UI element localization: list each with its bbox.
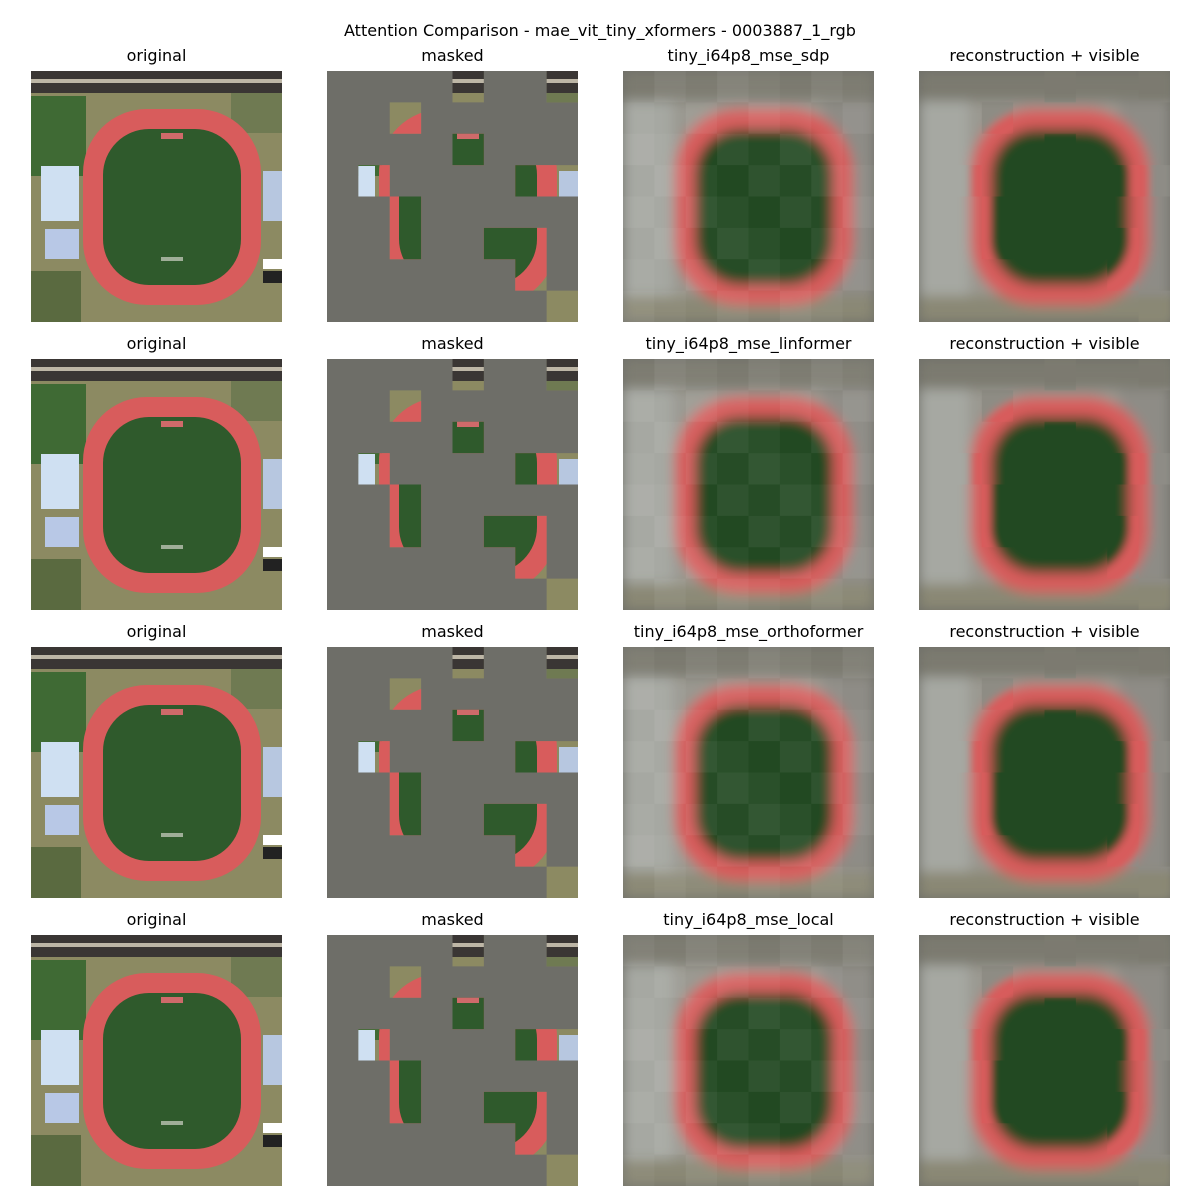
combined-image-row4 [919, 935, 1170, 1186]
combined-image-row3 [919, 647, 1170, 898]
model-image-row1 [623, 71, 874, 322]
masked-image-row4 [327, 935, 578, 1186]
original-image-row4 [31, 935, 282, 1186]
panel-title-combined-row3: reconstruction + visible [949, 622, 1140, 641]
panel-title-combined-row2: reconstruction + visible [949, 334, 1140, 353]
panel-title-combined-row1: reconstruction + visible [949, 46, 1140, 65]
model-image-row2 [623, 359, 874, 610]
panel-title-masked-row3: masked [421, 622, 484, 641]
masked-image-row2 [327, 359, 578, 610]
model-image-row4 [623, 935, 874, 1186]
original-image-row2 [31, 359, 282, 610]
panel-title-model-row4: tiny_i64p8_mse_local [663, 910, 834, 929]
panel-title-combined-row4: reconstruction + visible [949, 910, 1140, 929]
panel-title-model-row1: tiny_i64p8_mse_sdp [667, 46, 830, 65]
masked-image-row1 [327, 71, 578, 322]
masked-image-row3 [327, 647, 578, 898]
original-image-row1 [31, 71, 282, 322]
panel-title-masked-row2: masked [421, 334, 484, 353]
figure-title: Attention Comparison - mae_vit_tiny_xfor… [344, 21, 856, 40]
model-image-row3 [623, 647, 874, 898]
combined-image-row2 [919, 359, 1170, 610]
panel-title-model-row2: tiny_i64p8_mse_linformer [645, 334, 852, 353]
panel-title-masked-row1: masked [421, 46, 484, 65]
panel-title-original-row4: original [126, 910, 187, 929]
panel-title-original-row2: original [126, 334, 187, 353]
panel-title-original-row1: original [126, 46, 187, 65]
panel-title-model-row3: tiny_i64p8_mse_orthoformer [633, 622, 864, 641]
panel-title-original-row3: original [126, 622, 187, 641]
panel-title-masked-row4: masked [421, 910, 484, 929]
original-image-row3 [31, 647, 282, 898]
combined-image-row1 [919, 71, 1170, 322]
